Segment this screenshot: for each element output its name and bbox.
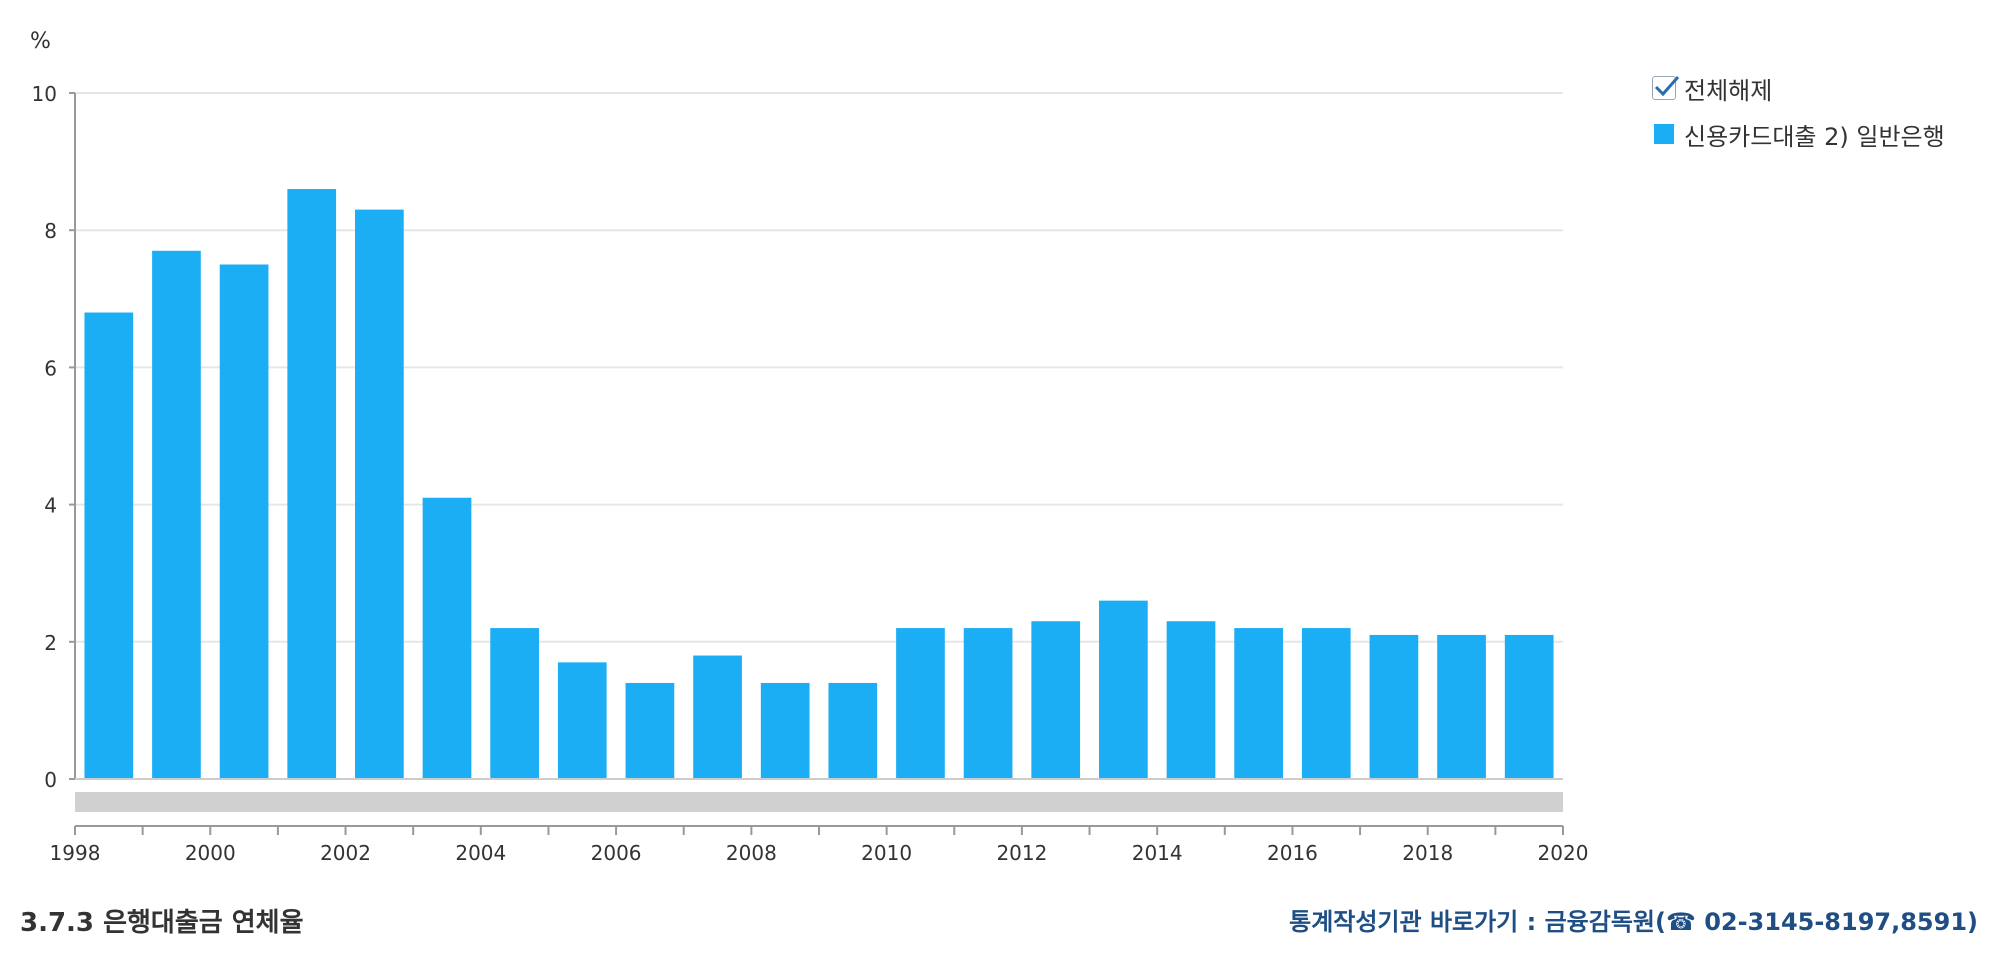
checkbox-checked-icon[interactable] bbox=[1652, 76, 1680, 100]
chart-title: 3.7.3 은행대출금 연체율 bbox=[20, 908, 304, 938]
bar bbox=[557, 662, 607, 779]
y-tick-label: 0 bbox=[44, 768, 57, 792]
x-tick-label: 2012 bbox=[996, 841, 1047, 865]
bar bbox=[1234, 628, 1283, 779]
bar bbox=[693, 655, 742, 779]
x-tick-label: 2020 bbox=[1538, 841, 1589, 865]
bar bbox=[896, 628, 945, 779]
source-link[interactable]: 통계작성기관 바로가기 : 금융감독원(☎ 02-3145-8197,8591) bbox=[1289, 908, 1978, 936]
x-tick-label: 2000 bbox=[185, 841, 236, 865]
x-tick-label: 2006 bbox=[591, 841, 642, 865]
bar bbox=[490, 628, 539, 779]
legend-item-series[interactable]: 신용카드대출 2) 일반은행 bbox=[1652, 114, 1945, 154]
axes: 0 2 4 6 8 10 1998 2000 2002 2004 2006 2008 2010 2012 2… bbox=[32, 82, 1589, 865]
x-tick-label: 2002 bbox=[320, 841, 371, 865]
bar bbox=[963, 628, 1013, 779]
bar bbox=[84, 312, 134, 779]
y-axis-unit-label: % bbox=[30, 29, 51, 54]
x-tick-label: 2014 bbox=[1132, 841, 1183, 865]
legend-swatch bbox=[1654, 124, 1674, 144]
legend-toggle-all-label: 전체해제 bbox=[1684, 76, 1773, 105]
bar bbox=[1166, 621, 1216, 779]
y-tick-label: 2 bbox=[44, 631, 57, 655]
bar bbox=[355, 209, 404, 779]
legend-series-label: 신용카드대출 2) 일반은행 bbox=[1684, 122, 1945, 151]
bar bbox=[152, 250, 201, 779]
y-tick-label: 8 bbox=[44, 219, 57, 243]
x-tick-label: 1998 bbox=[50, 841, 101, 865]
bar bbox=[287, 189, 337, 780]
legend-toggle-all[interactable]: 전체해제 bbox=[1652, 68, 1945, 108]
bar bbox=[625, 682, 675, 779]
y-tick-label: 6 bbox=[44, 356, 57, 380]
x-tick-label: 2010 bbox=[861, 841, 912, 865]
bar bbox=[760, 682, 810, 779]
bar bbox=[1099, 600, 1148, 779]
bar bbox=[828, 682, 878, 779]
x-tick-label: 2004 bbox=[455, 841, 506, 865]
y-tick-label: 4 bbox=[44, 494, 57, 518]
bar bbox=[219, 264, 269, 779]
bar bbox=[1369, 634, 1419, 779]
bar bbox=[1301, 628, 1351, 779]
bar bbox=[422, 497, 472, 779]
x-tick-label: 2008 bbox=[726, 841, 777, 865]
x-tick-label: 2016 bbox=[1267, 841, 1318, 865]
bar bbox=[1504, 634, 1554, 779]
bar-chart: 0 2 4 6 8 10 1998 2000 2002 2004 2006 2008 2010 2012 2… bbox=[30, 29, 1589, 865]
range-navigator-bar[interactable] bbox=[75, 792, 1563, 812]
bars bbox=[84, 189, 1554, 780]
y-tick-label: 10 bbox=[32, 82, 57, 106]
bar bbox=[1031, 621, 1081, 779]
bar bbox=[1437, 634, 1486, 779]
legend: 전체해제 신용카드대출 2) 일반은행 bbox=[1652, 68, 1945, 154]
x-tick-label: 2018 bbox=[1402, 841, 1453, 865]
